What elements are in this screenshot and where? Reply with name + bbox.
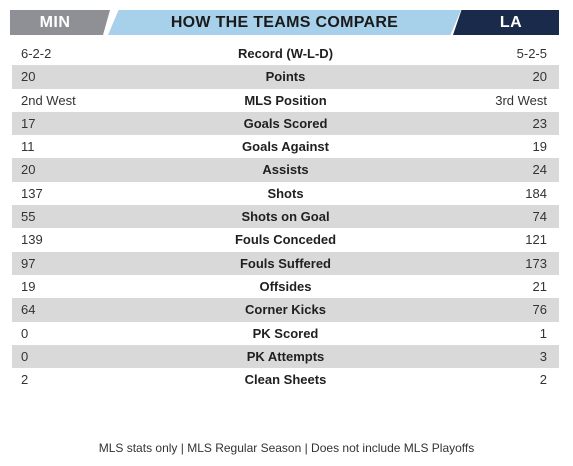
table-row: 2 Clean Sheets 2 bbox=[12, 368, 559, 391]
comparison-title: HOW THE TEAMS COMPARE bbox=[170, 14, 399, 31]
right-team-label: LA bbox=[499, 14, 523, 31]
stat-label: Record (W-L-D) bbox=[237, 46, 334, 61]
table-row: 6-2-2 Record (W-L-D) 5-2-5 bbox=[12, 42, 559, 65]
stat-label: Clean Sheets bbox=[244, 372, 327, 388]
comparison-header: MIN HOW THE TEAMS COMPARE LA bbox=[0, 10, 573, 35]
left-team-value: 20 bbox=[21, 69, 36, 85]
table-row: 2nd West MLS Position 3rd West bbox=[12, 89, 559, 112]
left-team-value: 64 bbox=[21, 302, 36, 318]
stat-label: Shots on Goal bbox=[241, 209, 330, 225]
table-row: 11 Goals Against 19 bbox=[12, 135, 559, 158]
right-team-value: 19 bbox=[532, 139, 547, 155]
stat-label: Goals Against bbox=[242, 139, 329, 155]
stat-label: Points bbox=[265, 69, 306, 85]
left-team-value: 0 bbox=[21, 325, 29, 341]
stat-label: PK Scored bbox=[252, 325, 319, 341]
table-row: 139 Fouls Conceded 121 bbox=[12, 228, 559, 251]
table-row: 55 Shots on Goal 74 bbox=[12, 205, 559, 229]
right-team-value: 21 bbox=[532, 278, 547, 294]
left-team-value: 2nd West bbox=[21, 92, 76, 108]
left-team-value: 2 bbox=[21, 372, 29, 388]
left-team-value: 0 bbox=[21, 348, 29, 364]
stats-table: 6-2-2 Record (W-L-D) 5-2-5 20 Points 20 2nd We… bbox=[12, 42, 559, 391]
stat-label: Offsides bbox=[259, 278, 312, 294]
table-row: 64 Corner Kicks 76 bbox=[12, 298, 559, 322]
right-team-value: 2 bbox=[539, 372, 547, 388]
left-team-label: MIN bbox=[39, 14, 71, 31]
left-team-value: 139 bbox=[21, 232, 43, 248]
table-row: 20 Assists 24 bbox=[12, 158, 559, 182]
table-row: 0 PK Scored 1 bbox=[12, 322, 559, 345]
left-team-value: 17 bbox=[21, 115, 36, 131]
right-team-value: 20 bbox=[532, 69, 547, 85]
table-row: 20 Points 20 bbox=[12, 65, 559, 89]
table-row: 97 Fouls Suffered 173 bbox=[12, 251, 559, 275]
right-team-value: 184 bbox=[525, 185, 547, 201]
left-team-value: 137 bbox=[21, 185, 43, 201]
right-team-value: 74 bbox=[532, 209, 547, 225]
right-team-value: 5-2-5 bbox=[516, 46, 547, 61]
right-team-value: 173 bbox=[525, 255, 547, 271]
table-row: 0 PK Attempts 3 bbox=[12, 344, 559, 369]
left-team-tab: MIN bbox=[10, 10, 110, 35]
left-team-value: 20 bbox=[21, 162, 36, 178]
stat-label: PK Attempts bbox=[246, 348, 325, 364]
stat-label: Shots bbox=[267, 185, 304, 201]
right-team-value: 76 bbox=[532, 302, 547, 318]
footer-note: MLS stats only | MLS Regular Season | Do… bbox=[98, 441, 475, 455]
left-team-value: 55 bbox=[21, 209, 36, 225]
stat-label: Fouls Suffered bbox=[239, 255, 331, 271]
table-row: 19 Offsides 21 bbox=[12, 275, 559, 298]
right-team-value: 3rd West bbox=[495, 92, 547, 108]
left-team-value: 6-2-2 bbox=[21, 46, 52, 61]
title-bar: HOW THE TEAMS COMPARE bbox=[108, 10, 461, 35]
right-team-value: 24 bbox=[532, 162, 547, 178]
table-row: 137 Shots 184 bbox=[12, 182, 559, 205]
stat-label: Fouls Conceded bbox=[234, 232, 337, 248]
right-team-value: 3 bbox=[539, 348, 547, 364]
stat-label: Goals Scored bbox=[243, 115, 328, 131]
stat-label: Corner Kicks bbox=[245, 302, 326, 318]
stat-label: MLS Position bbox=[244, 92, 327, 108]
right-team-value: 121 bbox=[525, 232, 547, 248]
right-team-value: 23 bbox=[532, 115, 547, 131]
left-team-value: 11 bbox=[21, 139, 35, 155]
right-team-tab: LA bbox=[453, 10, 559, 35]
table-row: 17 Goals Scored 23 bbox=[12, 111, 559, 136]
right-team-value: 1 bbox=[539, 325, 547, 341]
left-team-value: 19 bbox=[21, 278, 36, 294]
stat-label: Assists bbox=[262, 162, 309, 178]
left-team-value: 97 bbox=[21, 255, 36, 271]
